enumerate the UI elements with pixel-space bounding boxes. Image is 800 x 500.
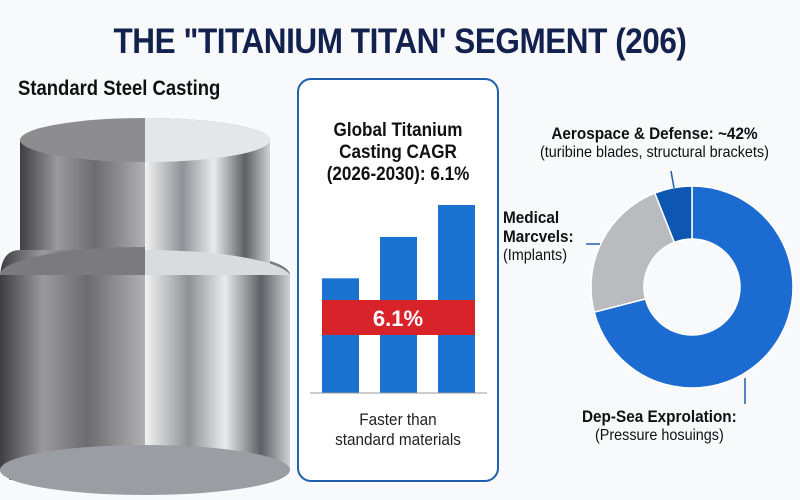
cagr-band: [322, 300, 475, 335]
label-aerospace: Aerospace & Defense: ~42% (turibine blad…: [540, 124, 769, 162]
titanium-casting-half: [0, 118, 290, 495]
cagr-title: Global Titanium Casting CAGR (2026-2030)…: [309, 120, 487, 186]
deep-sea-title: Dep-Sea Exprolation:: [582, 407, 737, 426]
cagr-band-label: 6.1%: [373, 306, 423, 331]
bar: [322, 278, 359, 393]
medical-detail: (Implants): [503, 247, 568, 264]
aerospace-title: Aerospace & Defense: ~42%: [551, 124, 758, 143]
cagr-footer-line: Faster than: [359, 410, 437, 429]
cagr-title-line: Global Titanium: [333, 120, 463, 141]
cagr-footer-line: standard materials: [335, 430, 461, 449]
donut-slice-medical: [590, 192, 676, 314]
label-medical: Medical Marcvels: (Implants): [503, 208, 574, 265]
bar: [438, 205, 475, 393]
label-deep-sea: Dep-Sea Exprolation: (Pressure hosuings): [582, 407, 737, 445]
cagr-title-line: Casting CAGR: [339, 142, 457, 163]
cagr-title-line: (2026-2030): 6.1%: [326, 164, 470, 185]
medical-title: Marcvels:: [503, 227, 574, 246]
steel-casting-label: Standard Steel Casting: [18, 77, 221, 100]
aerospace-detail: (turibine blades, structural brackets): [540, 144, 769, 161]
donut-slice-deep_sea: [593, 185, 794, 389]
cagr-footer: Faster than standard materials: [309, 410, 487, 450]
medical-title: Medical: [503, 208, 560, 227]
deep-sea-detail: (Pressure hosuings): [594, 427, 724, 444]
aerospace-leader-line: [670, 170, 675, 189]
page-title: THE "TITANIUM TITAN' SEGMENT (206): [113, 22, 687, 61]
casting-comparison-image: [0, 118, 290, 495]
donut-slice-aerospace: [653, 185, 693, 244]
